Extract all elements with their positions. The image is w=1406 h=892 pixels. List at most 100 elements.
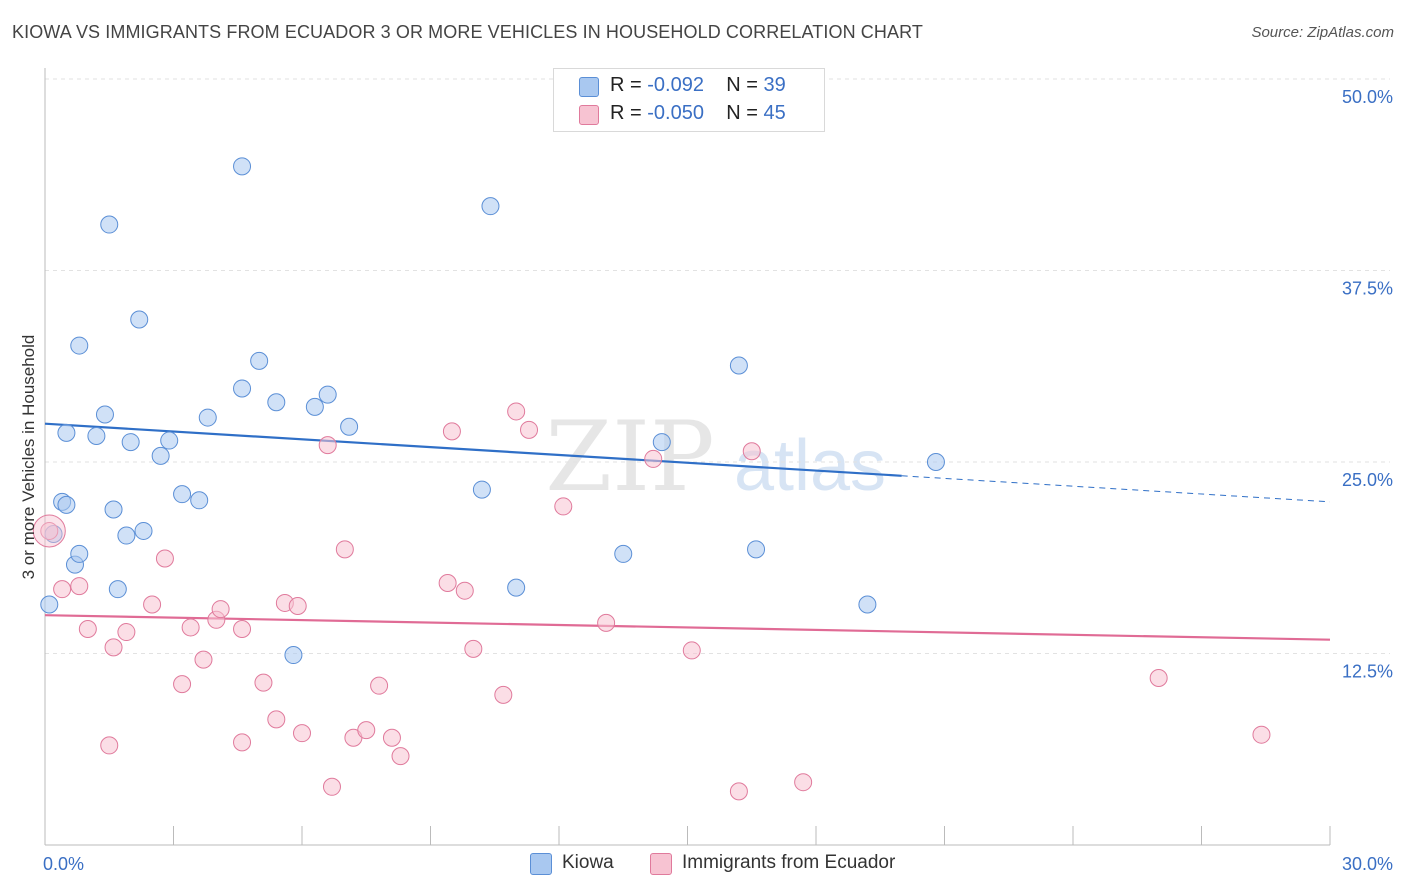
data-point-kiowa — [250, 351, 269, 370]
data-point-ecuador — [1149, 669, 1168, 688]
data-point-kiowa — [652, 433, 671, 452]
chart-title: KIOWA VS IMMIGRANTS FROM ECUADOR 3 OR MO… — [12, 22, 923, 42]
data-point-ecuador — [322, 777, 341, 796]
legend-r-label: R = — [610, 74, 642, 96]
data-point-ecuador — [1252, 725, 1271, 744]
data-point-ecuador — [173, 675, 192, 694]
data-point-ecuador — [382, 728, 401, 747]
x-tick-label: 0.0% — [43, 854, 84, 874]
data-point-ecuador — [194, 650, 213, 669]
data-point-kiowa — [134, 521, 153, 540]
legend-swatch-ecuador — [579, 105, 599, 125]
data-point-ecuador — [794, 773, 813, 792]
data-point-kiowa — [233, 379, 252, 398]
data-point-kiowa — [151, 446, 170, 465]
data-point-kiowa — [173, 485, 192, 504]
data-point-kiowa — [57, 495, 76, 514]
data-point-ecuador — [100, 736, 119, 755]
data-point-kiowa — [70, 336, 89, 355]
x-tick-label: 30.0% — [1342, 854, 1393, 874]
data-point-kiowa — [233, 157, 252, 176]
data-point-kiowa — [284, 646, 303, 665]
data-point-kiowa — [858, 595, 877, 614]
data-point-kiowa — [160, 431, 179, 450]
data-point-kiowa — [614, 544, 633, 563]
trend-line-ecuador — [44, 614, 1331, 641]
watermark-atlas: atlas — [734, 426, 886, 506]
data-point-kiowa — [747, 540, 766, 559]
legend-r-value: -0.092 — [647, 74, 704, 96]
data-point-ecuador — [682, 641, 701, 660]
y-tick-label: 50.0% — [1342, 87, 1393, 107]
data-point-kiowa — [87, 426, 106, 445]
data-point-kiowa — [481, 197, 500, 216]
data-point-ecuador — [729, 782, 748, 801]
y-axis-label: 3 or more Vehicles in Household — [19, 335, 38, 580]
data-point-ecuador — [78, 619, 97, 638]
data-point-ecuador — [293, 724, 311, 743]
data-point-ecuador — [742, 442, 761, 461]
data-point-kiowa — [40, 595, 59, 614]
data-point-ecuador — [181, 618, 200, 637]
correlation-legend: R = -0.092 N = 39 R = -0.050 N = 45 — [553, 68, 825, 132]
data-point-kiowa — [305, 397, 324, 416]
y-tick-label: 37.5% — [1342, 279, 1393, 299]
data-point-ecuador — [391, 747, 410, 766]
watermark-zip: ZIP — [545, 401, 714, 513]
series-label-kiowa: Kiowa — [562, 852, 614, 873]
data-point-ecuador — [370, 676, 389, 695]
data-point-kiowa — [267, 393, 286, 412]
data-point-kiowa — [472, 480, 491, 499]
legend-r-label: R = — [610, 102, 642, 124]
data-point-kiowa — [104, 500, 123, 519]
data-point-ecuador — [357, 721, 376, 740]
data-point-kiowa — [57, 423, 76, 442]
data-point-ecuador — [104, 638, 123, 657]
y-tick-label: 25.0% — [1342, 470, 1393, 490]
data-point-ecuador — [267, 710, 286, 729]
data-point-ecuador — [464, 639, 483, 658]
data-point-kiowa — [130, 310, 149, 329]
data-point-kiowa — [318, 385, 337, 404]
data-point-kiowa — [340, 417, 359, 436]
source-credit: Source: ZipAtlas.com — [1251, 24, 1394, 41]
series-label-ecuador: Immigrants from Ecuador — [682, 852, 896, 873]
series-swatch-ecuador — [650, 853, 672, 875]
legend-swatch-kiowa — [579, 77, 599, 97]
y-tick-label: 12.5% — [1342, 662, 1393, 682]
legend-n-label: N = — [726, 74, 758, 96]
data-point-kiowa — [70, 544, 89, 563]
trend-line-kiowa — [44, 422, 902, 477]
data-point-kiowa — [121, 433, 140, 452]
data-point-ecuador — [318, 436, 337, 455]
data-point-kiowa — [190, 491, 209, 510]
data-point-ecuador — [40, 521, 59, 540]
data-point-ecuador — [233, 733, 252, 752]
data-point-ecuador — [70, 577, 89, 596]
legend-r-value: -0.050 — [647, 102, 704, 124]
data-point-kiowa — [117, 526, 136, 545]
data-point-ecuador — [644, 449, 663, 468]
data-point-kiowa — [198, 408, 217, 427]
series-swatch-kiowa — [530, 853, 552, 875]
data-point-kiowa — [926, 453, 945, 471]
data-point-ecuador — [155, 549, 174, 568]
data-point-ecuador — [494, 685, 513, 704]
data-point-ecuador — [442, 422, 461, 441]
data-point-kiowa — [95, 405, 114, 424]
data-point-ecuador — [438, 574, 457, 593]
data-point-ecuador — [288, 597, 307, 616]
data-point-ecuador — [53, 580, 72, 599]
data-point-ecuador — [597, 613, 616, 632]
data-point-ecuador — [143, 595, 162, 614]
data-point-ecuador — [117, 623, 136, 642]
data-point-kiowa — [729, 356, 748, 375]
data-point-kiowa — [108, 580, 127, 599]
legend-n-value: 45 — [763, 102, 786, 124]
data-point-ecuador — [335, 540, 354, 559]
data-point-ecuador — [211, 600, 230, 619]
data-point-ecuador — [554, 497, 573, 516]
data-point-ecuador — [520, 420, 539, 439]
legend-n-label: N = — [726, 102, 758, 124]
